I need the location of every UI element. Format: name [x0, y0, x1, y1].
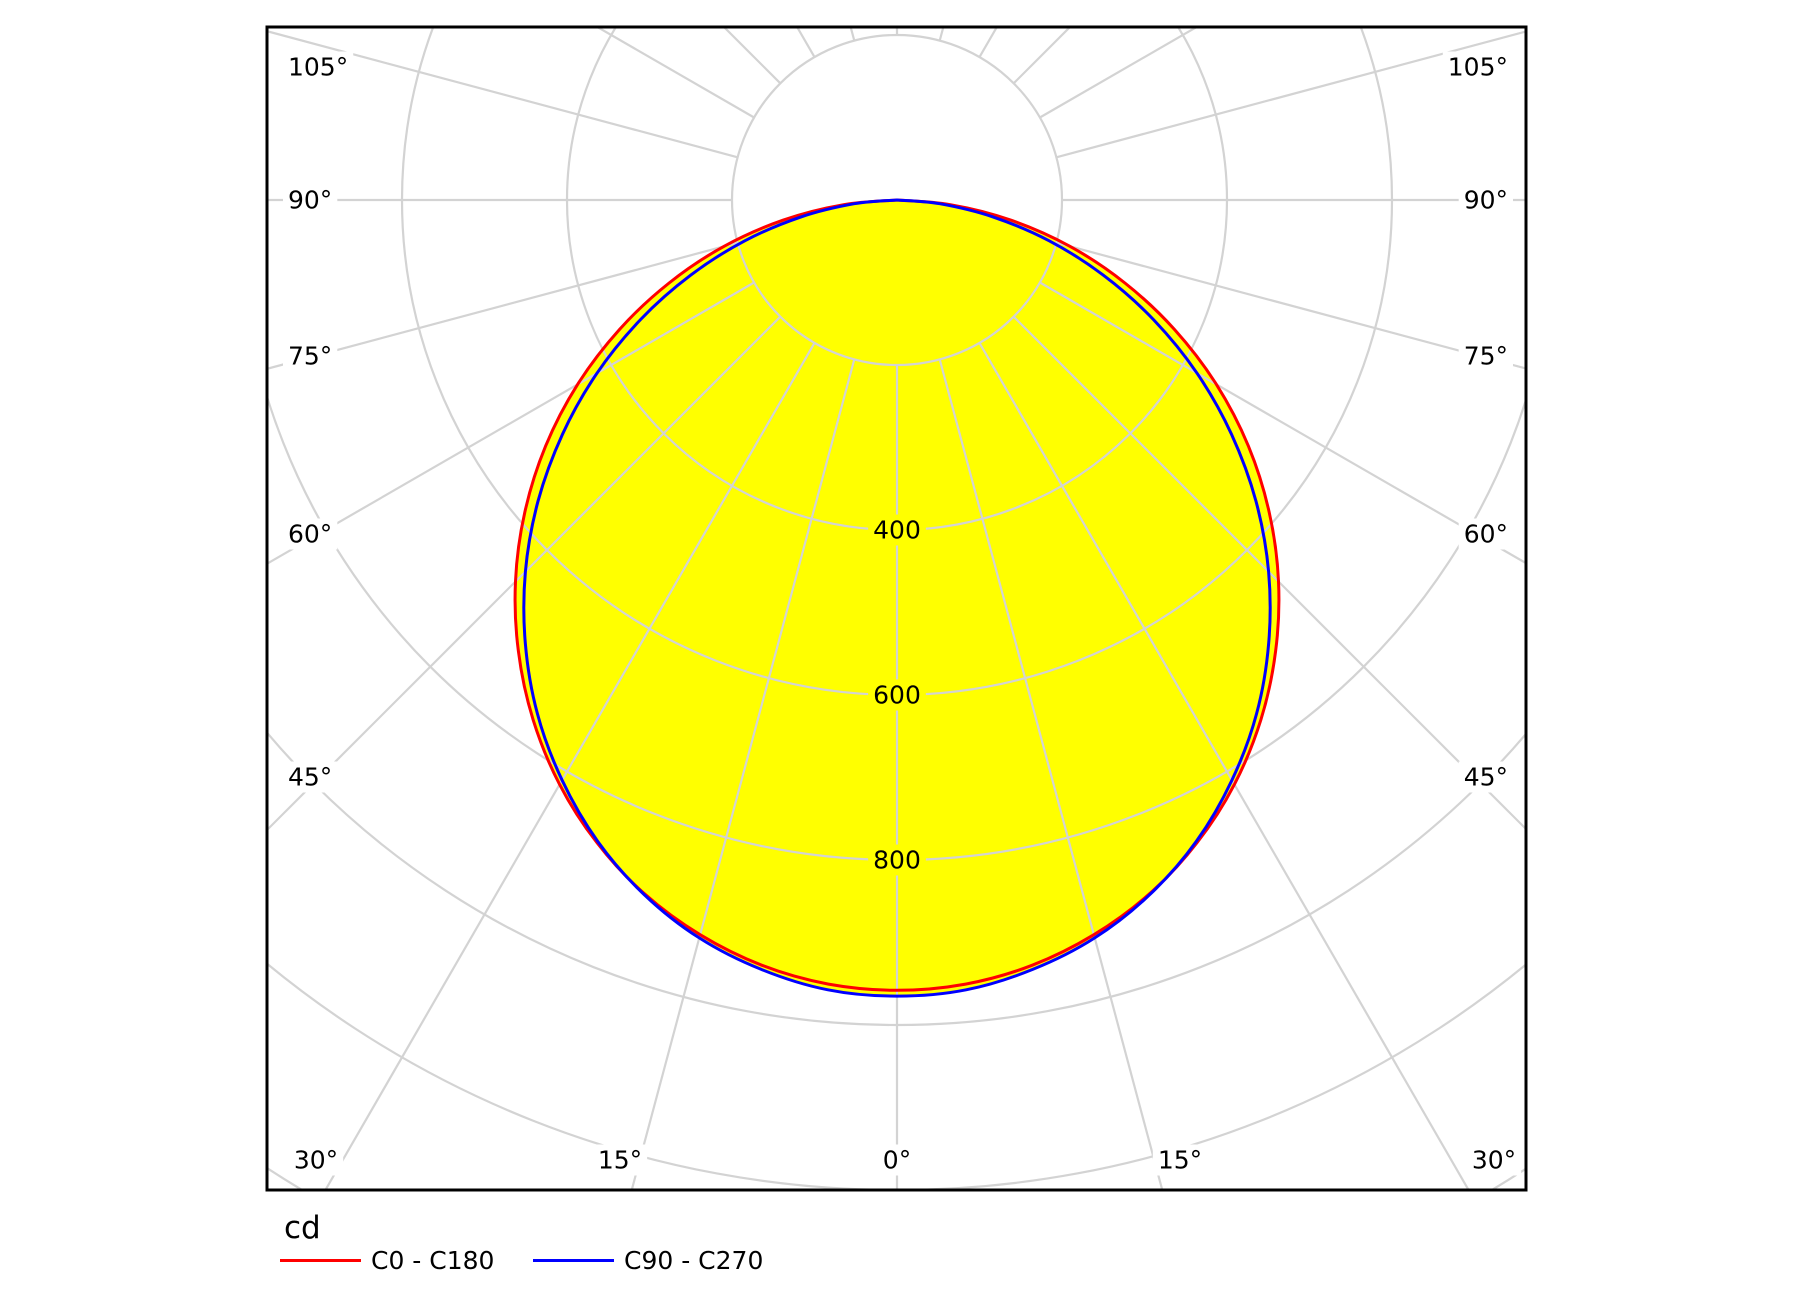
angle-label-right-105-bg [1442, 51, 1513, 83]
curve-c0-c180 [513, 198, 1281, 992]
grid-radial--105 [267, 30, 738, 159]
grid-radial-45 [1012, 315, 1526, 831]
angle-label-left-90-bg [283, 184, 338, 216]
grid-radial-60 [1039, 281, 1526, 565]
angle-label-bottom--15-bg [592, 1144, 648, 1176]
grid-radial--30 [324, 342, 816, 1190]
grid-radial--60 [267, 281, 755, 566]
angle-label-left-75-bg [283, 340, 338, 372]
angle-label-bottom--30-bg [288, 1144, 344, 1176]
angle-label-right-45: 45° [1464, 763, 1508, 792]
angle-label-bottom-15: 15° [1158, 1146, 1202, 1175]
angle-label-left-90: 90° [288, 186, 332, 215]
angle-label-bottom-30-bg [1466, 1144, 1522, 1176]
grid-radial-105 [1056, 30, 1526, 159]
angle-label-left-60-bg [283, 518, 338, 550]
angle-label-left-45: 45° [288, 763, 332, 792]
ring-label-800: 800 [873, 846, 921, 875]
angle-label-right-60-bg [1458, 518, 1513, 550]
axis-labels: 400 600 800 105° 90° 75° 60° 45° 105° 90° 75° 60° 45… [283, 51, 1522, 1176]
ring-label-600-bg [868, 679, 926, 711]
grid-radial-30 [978, 342, 1470, 1190]
angle-label-bottom-0-bg [877, 1144, 917, 1176]
ring-label-400: 400 [873, 516, 921, 545]
grid-radial--75 [267, 241, 738, 370]
angle-label-bottom-0: 0° [883, 1146, 911, 1175]
angle-label-right-75-bg [1458, 340, 1513, 372]
angle-label-left-75: 75° [288, 342, 332, 371]
angle-label-left-105-bg [283, 51, 354, 83]
angle-label-left-60: 60° [288, 520, 332, 549]
angle-label-bottom-30: 30° [1472, 1146, 1516, 1175]
ring-label-800-bg [868, 844, 926, 876]
angle-label-right-60: 60° [1464, 520, 1508, 549]
angle-label-bottom--30: 30° [294, 1146, 338, 1175]
angle-label-right-90: 90° [1464, 186, 1508, 215]
ring-label-400-bg [868, 514, 926, 546]
angle-label-left-105: 105° [288, 53, 348, 82]
intensity-curves [513, 198, 1281, 998]
angle-label-right-45-bg [1458, 761, 1513, 793]
plot-border [265, 25, 1528, 1192]
angle-label-right-75: 75° [1464, 342, 1508, 371]
angle-label-right-105: 105° [1448, 53, 1508, 82]
curve-c90-c270 [522, 198, 1272, 998]
angle-label-bottom-15-bg [1152, 1144, 1208, 1176]
angle-label-bottom--15: 15° [598, 1146, 642, 1175]
angle-label-right-90-bg [1458, 184, 1513, 216]
ring-label-600: 600 [873, 681, 921, 710]
grid-radial--45 [267, 315, 782, 832]
angle-label-left-45-bg [283, 761, 338, 793]
grid-radial-75 [1056, 241, 1526, 370]
